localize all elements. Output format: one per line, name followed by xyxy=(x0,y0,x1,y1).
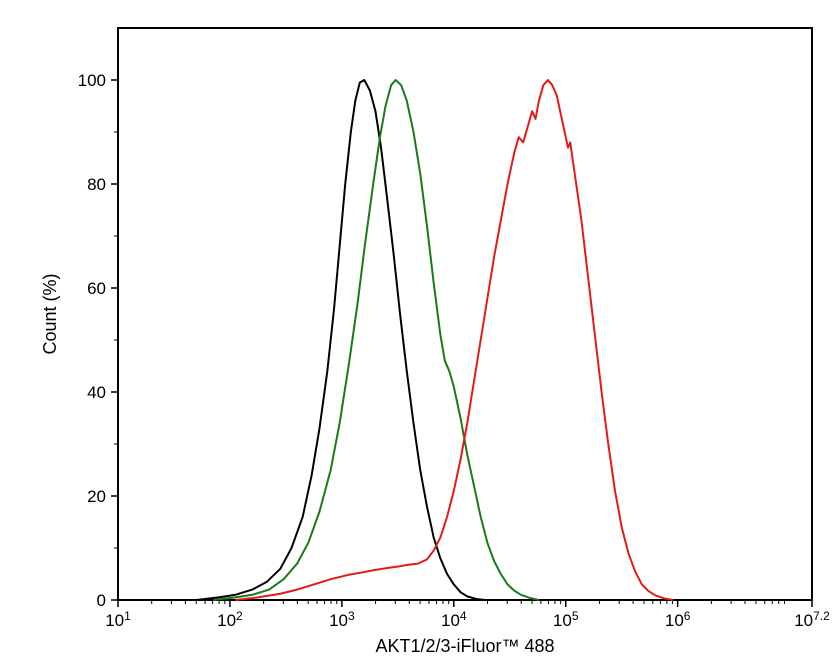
svg-text:100: 100 xyxy=(78,71,106,90)
svg-text:0: 0 xyxy=(97,591,106,610)
svg-text:104: 104 xyxy=(441,609,467,630)
flow-cytometry-histogram: 0 20 40 60 80 100 101 102 103 104 105 106 107.2 Count… xyxy=(0,0,835,668)
svg-text:107.2: 107.2 xyxy=(794,609,830,630)
chart-svg: 0 20 40 60 80 100 101 102 103 104 105 106 107.2 Count… xyxy=(0,0,835,668)
svg-text:102: 102 xyxy=(217,609,243,630)
svg-text:80: 80 xyxy=(87,175,106,194)
svg-text:40: 40 xyxy=(87,383,106,402)
x-axis-label: AKT1/2/3-iFluor™ 488 xyxy=(375,636,554,656)
svg-text:101: 101 xyxy=(105,609,131,630)
svg-text:106: 106 xyxy=(665,609,691,630)
series-isotype xyxy=(213,80,539,600)
y-axis-label: Count (%) xyxy=(40,273,60,354)
svg-text:103: 103 xyxy=(329,609,355,630)
svg-text:20: 20 xyxy=(87,487,106,506)
svg-text:105: 105 xyxy=(553,609,579,630)
svg-text:60: 60 xyxy=(87,279,106,298)
